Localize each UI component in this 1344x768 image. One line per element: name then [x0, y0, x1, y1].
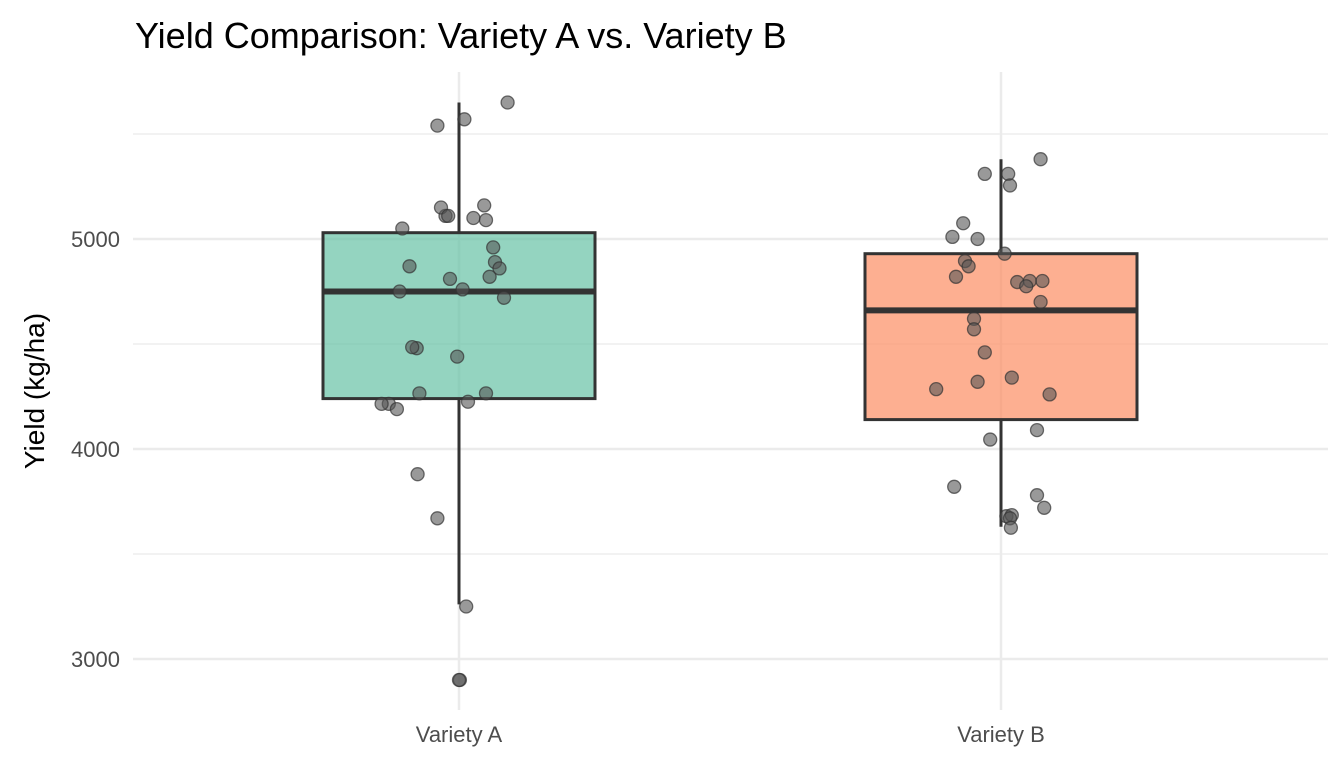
- data-point: [948, 269, 964, 284]
- x-axis-ticks: Variety A Variety B: [416, 722, 1045, 747]
- data-point: [1019, 279, 1034, 294]
- data-point: [430, 511, 445, 526]
- data-point: [970, 374, 985, 389]
- data-point: [1033, 294, 1048, 310]
- data-point: [395, 221, 410, 236]
- chart-title: Yield Comparison: Variety A vs. Variety …: [135, 15, 787, 56]
- data-point: [392, 284, 407, 299]
- data-point: [402, 259, 417, 274]
- data-point: [455, 282, 470, 297]
- data-point: [1037, 500, 1052, 515]
- data-point: [389, 401, 405, 417]
- y-tick-label: 3000: [71, 647, 120, 672]
- y-axis-ticks: 3000 4000 5000: [71, 227, 120, 672]
- data-point: [492, 261, 507, 276]
- data-point: [966, 322, 982, 337]
- data-point: [457, 112, 472, 127]
- box-variety-a: [321, 231, 597, 401]
- data-point: [945, 229, 960, 245]
- y-axis-label: Yield (kg/ha): [19, 313, 50, 469]
- data-point: [412, 386, 427, 401]
- data-point: [442, 271, 458, 287]
- data-point: [1003, 520, 1019, 535]
- boxes-layer: [321, 102, 1139, 605]
- data-point: [970, 231, 985, 247]
- data-point: [450, 349, 465, 364]
- points-layer: [374, 95, 1057, 688]
- data-point: [977, 345, 992, 360]
- data-point: [410, 467, 425, 482]
- data-point: [496, 290, 512, 305]
- data-point: [1029, 488, 1045, 503]
- x-tick-label: Variety A: [416, 722, 503, 747]
- data-point: [961, 259, 976, 274]
- data-point: [1042, 387, 1057, 402]
- data-point: [466, 210, 481, 226]
- data-point: [451, 672, 467, 688]
- data-point: [997, 246, 1012, 261]
- y-tick-label: 5000: [71, 227, 120, 252]
- data-point: [478, 386, 494, 401]
- box-variety-b: [863, 252, 1139, 422]
- data-point: [482, 269, 497, 284]
- data-point: [460, 394, 476, 409]
- data-point: [374, 396, 389, 412]
- data-point: [405, 339, 420, 355]
- x-tick-label: Variety B: [957, 722, 1045, 747]
- y-tick-label: 4000: [71, 437, 120, 462]
- data-point: [478, 212, 494, 228]
- data-point: [441, 208, 456, 224]
- data-point: [956, 216, 971, 231]
- data-point: [947, 479, 962, 494]
- grid-lines: [133, 72, 1328, 710]
- data-point: [1001, 166, 1016, 182]
- data-point: [977, 166, 992, 182]
- data-point: [1029, 422, 1045, 438]
- data-point: [929, 381, 944, 397]
- data-point: [477, 198, 492, 213]
- data-point: [1002, 178, 1018, 193]
- data-point: [486, 240, 501, 255]
- data-point: [983, 432, 998, 447]
- data-point: [500, 95, 515, 110]
- data-point: [430, 118, 445, 133]
- data-point: [1033, 152, 1048, 167]
- data-point: [1035, 273, 1050, 289]
- data-point: [1004, 370, 1019, 385]
- data-point: [459, 599, 474, 614]
